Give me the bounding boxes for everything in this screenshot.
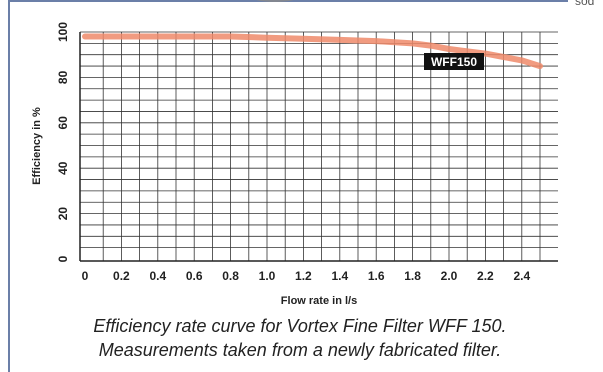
x-tick-label: 1.2 [295, 269, 312, 283]
x-tick-label: 2.0 [441, 269, 458, 283]
y-tick-label: 100 [56, 22, 70, 42]
horizontal-grid [80, 31, 558, 249]
series-label-bg [424, 53, 484, 70]
y-tick-label: 20 [56, 207, 70, 221]
x-tick-label: 0.2 [113, 269, 130, 283]
caption-line-2: Measurements taken from a newly fabricat… [98, 340, 502, 360]
page-left-border [8, 0, 10, 372]
y-tick-label: 80 [56, 70, 70, 84]
x-tick-label: 1.6 [368, 269, 385, 283]
y-tick-labels: 0 20 40 60 80 100 [56, 22, 70, 263]
x-tick-label: 2.4 [513, 269, 530, 283]
series-label-text: WFF150 [431, 55, 477, 69]
figure-caption: Efficiency rate curve for Vortex Fine Fi… [10, 314, 590, 362]
y-axis-title: Efficiency in % [31, 107, 43, 185]
y-tick-label: 60 [56, 116, 70, 130]
x-tick-label: 0 [82, 269, 89, 283]
x-tick-label: 1.8 [404, 269, 421, 283]
caption-line-1: Efficiency rate curve for Vortex Fine Fi… [93, 316, 507, 336]
x-tick-label: 0.4 [149, 269, 166, 283]
y-tick-label: 40 [56, 161, 70, 175]
series-line [82, 33, 543, 70]
x-tick-label: 0.8 [222, 269, 239, 283]
x-tick-label: 1.0 [259, 269, 276, 283]
series-label: WFF150 [424, 53, 484, 70]
x-tick-label: 0.6 [186, 269, 203, 283]
plot-area [80, 32, 558, 261]
series-layer [82, 33, 543, 70]
x-tick-label: 2.2 [477, 269, 494, 283]
y-tick-label: 0 [56, 255, 70, 262]
cropped-page-text: sod [575, 0, 595, 8]
x-axis-title: Flow rate in l/s [281, 295, 357, 307]
x-tick-labels: 0 0.2 0.4 0.6 0.8 1.0 1.2 1.4 1.6 1.8 2.0 2.2 2.4 [82, 269, 531, 283]
x-tick-label: 1.4 [331, 269, 348, 283]
cropped-heading-artifact [250, 0, 300, 2]
vertical-grid [102, 32, 541, 261]
